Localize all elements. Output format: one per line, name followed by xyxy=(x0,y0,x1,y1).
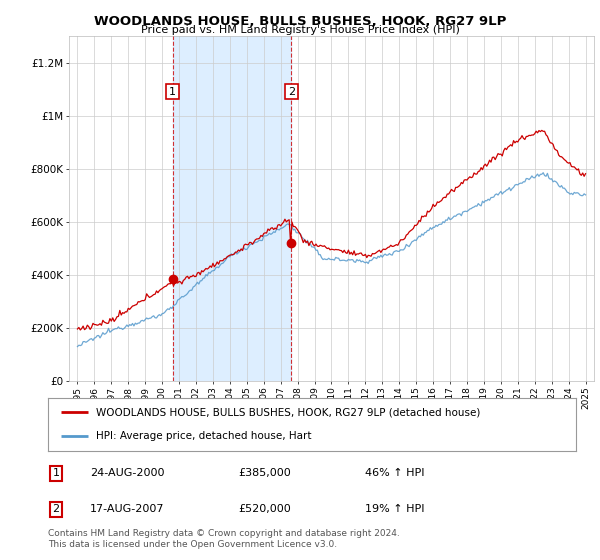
Text: 1: 1 xyxy=(52,468,59,478)
Text: 24-AUG-2000: 24-AUG-2000 xyxy=(90,468,165,478)
Text: HPI: Average price, detached house, Hart: HPI: Average price, detached house, Hart xyxy=(95,431,311,441)
Text: 46% ↑ HPI: 46% ↑ HPI xyxy=(365,468,424,478)
Text: 1: 1 xyxy=(169,86,176,96)
Bar xyxy=(173,36,291,381)
Text: WOODLANDS HOUSE, BULLS BUSHES, HOOK, RG27 9LP: WOODLANDS HOUSE, BULLS BUSHES, HOOK, RG2… xyxy=(94,15,506,27)
Text: Price paid vs. HM Land Registry's House Price Index (HPI): Price paid vs. HM Land Registry's House … xyxy=(140,25,460,35)
Text: 2: 2 xyxy=(52,505,59,515)
Text: 2: 2 xyxy=(288,86,295,96)
Text: WOODLANDS HOUSE, BULLS BUSHES, HOOK, RG27 9LP (detached house): WOODLANDS HOUSE, BULLS BUSHES, HOOK, RG2… xyxy=(95,408,480,418)
Text: £385,000: £385,000 xyxy=(238,468,291,478)
Text: 19% ↑ HPI: 19% ↑ HPI xyxy=(365,505,424,515)
Text: Contains HM Land Registry data © Crown copyright and database right 2024.
This d: Contains HM Land Registry data © Crown c… xyxy=(48,529,400,549)
Text: £520,000: £520,000 xyxy=(238,505,291,515)
Text: 17-AUG-2007: 17-AUG-2007 xyxy=(90,505,165,515)
